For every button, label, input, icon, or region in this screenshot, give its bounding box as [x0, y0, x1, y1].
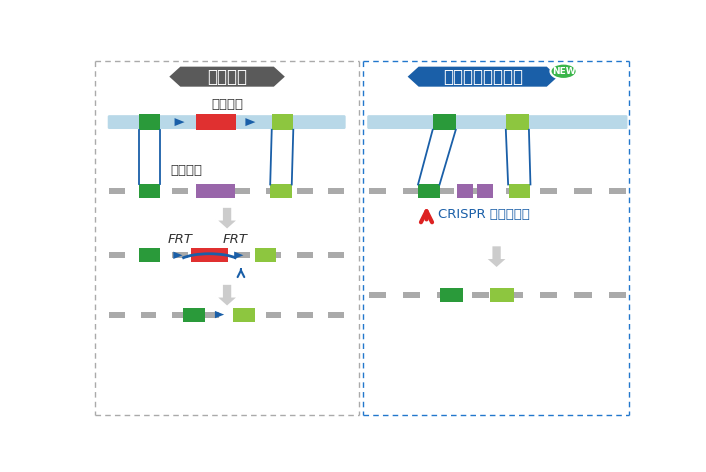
Bar [313, 252, 328, 258]
Bar [489, 188, 506, 194]
Bar [491, 288, 513, 302]
Bar [109, 252, 344, 258]
Bar [313, 188, 328, 194]
Text: FRT: FRT [222, 233, 247, 246]
Bar [250, 252, 266, 258]
Bar [138, 114, 160, 130]
Bar [369, 292, 626, 298]
Bar [255, 248, 276, 262]
Bar [418, 185, 440, 198]
Bar [183, 308, 205, 321]
Bar [109, 312, 344, 318]
Bar [191, 248, 228, 262]
Bar [233, 308, 255, 321]
Polygon shape [215, 207, 239, 230]
Bar [592, 188, 609, 194]
Polygon shape [407, 67, 558, 87]
Bar [138, 248, 160, 262]
Bar [477, 185, 493, 198]
Bar [433, 114, 456, 130]
Bar [188, 252, 203, 258]
Bar [523, 292, 540, 298]
Bar [386, 188, 403, 194]
Bar [386, 292, 403, 298]
Bar [125, 312, 140, 318]
Bar [250, 188, 266, 194]
Polygon shape [215, 284, 239, 307]
Polygon shape [215, 311, 224, 318]
Bar [219, 312, 234, 318]
Bar [188, 188, 203, 194]
Text: NEW: NEW [552, 67, 575, 76]
Ellipse shape [551, 64, 577, 79]
Text: 金斯瑞的全新服务: 金斯瑞的全新服务 [443, 67, 522, 85]
Bar [505, 114, 529, 130]
Bar [441, 288, 463, 302]
Bar [125, 252, 140, 258]
Bar [455, 292, 472, 298]
Bar [557, 292, 575, 298]
Bar [219, 188, 234, 194]
Bar [196, 114, 236, 130]
Polygon shape [169, 67, 285, 87]
Bar [457, 185, 473, 198]
Bar [270, 185, 292, 198]
Bar [313, 312, 328, 318]
Text: 筛选标记: 筛选标记 [211, 98, 243, 111]
Bar [196, 185, 235, 198]
Bar [420, 292, 437, 298]
Bar [156, 312, 172, 318]
Bar [282, 252, 297, 258]
Text: 传统方法: 传统方法 [207, 67, 247, 85]
FancyBboxPatch shape [108, 115, 346, 129]
Text: CRISPR 切断基因组: CRISPR 切断基因组 [438, 208, 530, 221]
Bar [219, 252, 234, 258]
Bar [282, 312, 297, 318]
Bar [138, 185, 160, 198]
Bar [369, 188, 626, 194]
Bar [156, 188, 172, 194]
FancyBboxPatch shape [367, 115, 628, 129]
Text: FRT: FRT [167, 233, 193, 246]
Bar [109, 188, 344, 194]
Bar [282, 188, 297, 194]
Bar [188, 312, 203, 318]
Polygon shape [234, 252, 244, 259]
Bar [420, 188, 437, 194]
Bar [523, 188, 540, 194]
Polygon shape [246, 118, 256, 126]
Bar [272, 114, 293, 130]
Bar [509, 185, 530, 198]
Polygon shape [174, 118, 184, 126]
Bar [455, 188, 472, 194]
Polygon shape [485, 245, 508, 269]
Bar [250, 312, 266, 318]
Bar [557, 188, 575, 194]
Bar [156, 252, 172, 258]
Bar [489, 292, 506, 298]
Polygon shape [174, 252, 183, 259]
Bar [125, 188, 140, 194]
Bar [592, 292, 609, 298]
Text: 目的基因: 目的基因 [170, 164, 202, 177]
